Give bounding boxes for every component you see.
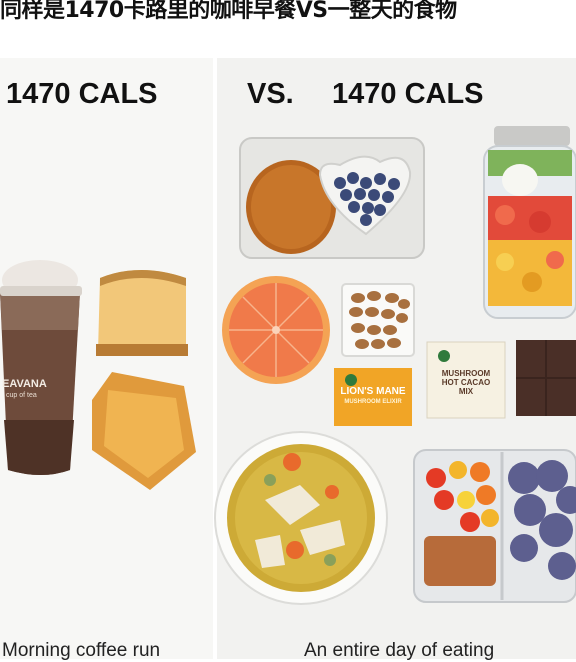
coffee-cup-image <box>0 260 82 475</box>
grapefruit-image <box>222 276 330 384</box>
chicken-soup-image <box>214 431 388 605</box>
pound-cake-slice-1-image <box>96 270 188 356</box>
cacao-label: MUSHROOM HOT CACAO MIX <box>441 369 491 396</box>
left-caption: Morning coffee run <box>2 640 161 661</box>
pancake-container-image <box>239 137 425 259</box>
pound-cake-slice-2-image <box>92 372 196 490</box>
vs-label: VS. <box>247 78 294 110</box>
lions-mane-sublabel: MUSHROOM ELIXIR <box>344 399 402 405</box>
cup-brand-label: EAVANA <box>2 378 47 390</box>
lions-mane-label: LION'S MANE <box>340 386 406 397</box>
chocolate-bar-image <box>516 340 576 416</box>
right-caption: An entire day of eating <box>304 640 495 661</box>
cup-subtext: cup of tea <box>6 392 37 399</box>
lions-mane-package <box>334 368 412 426</box>
almond-dish-image <box>341 283 415 357</box>
page-title: 同样是1470卡路里的咖啡早餐VS一整天的食物 <box>0 0 457 22</box>
left-calories-label: 1470 CALS <box>6 78 158 110</box>
salad-jar-image <box>483 126 576 319</box>
blueberries-image <box>334 172 400 226</box>
right-calories-label: 1470 CALS <box>332 78 484 110</box>
meal-prep-container-image <box>413 449 576 603</box>
